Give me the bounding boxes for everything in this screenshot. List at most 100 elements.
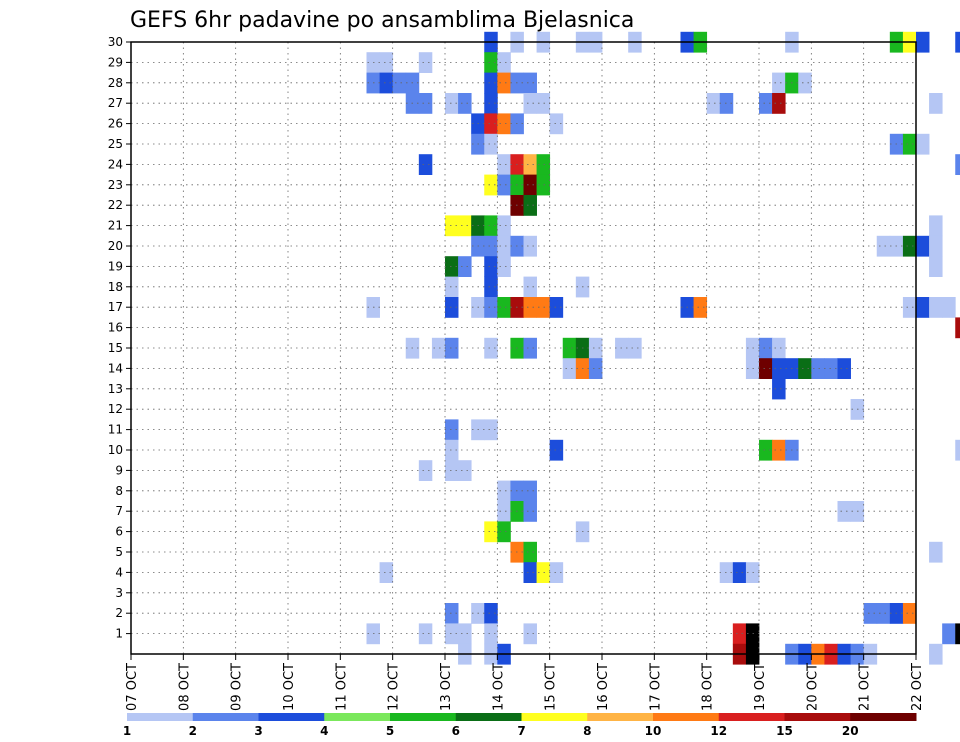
precip-cell [759,439,773,461]
y-tick-label: 13 [108,382,123,396]
y-tick-label: 24 [108,157,123,171]
precip-cell [497,521,511,543]
x-tick-label: 15 OCT [544,663,559,711]
precip-cell [955,154,960,175]
colorbar-swatch [192,713,259,721]
y-tick-label: 22 [108,198,123,212]
x-tick-label: 18 OCT [701,663,716,711]
precip-cell [811,358,825,379]
precip-cell [902,133,917,155]
precip-cell [484,623,498,645]
precip-cell [379,562,394,583]
precip-cell [916,235,930,257]
precip-cell [484,419,498,441]
precip-cell [772,358,786,379]
precip-cell [536,297,551,318]
x-tick-label: 14 OCT [491,663,506,711]
precip-cell [562,358,577,379]
precip-cell [458,623,472,645]
precip-cell [588,337,603,359]
precip-cell [523,541,537,563]
x-tick-label: 20 OCT [805,663,820,711]
y-tick-label: 28 [108,76,123,90]
x-tick-label: 16 OCT [596,663,611,711]
y-tick-label: 26 [108,117,123,131]
precip-cell [837,501,851,522]
y-tick-label: 5 [115,545,123,559]
precip-cell [955,439,960,461]
precip-cell [549,562,564,583]
y-tick-label: 4 [115,565,123,579]
precip-cell [418,93,433,114]
precip-cell [497,174,511,196]
colorbar-label: 8 [583,724,591,738]
precip-cell [759,337,773,359]
precip-cell [445,419,459,441]
precip-cell [916,31,930,53]
colorbar-label: 2 [189,724,197,738]
precip-cell [484,337,498,359]
precip-cell [445,439,459,461]
chart-title: GEFS 6hr padavine po ansamblima Bjelasni… [130,8,634,33]
precip-cell [628,337,642,359]
colorbar-label: 7 [517,724,525,738]
precip-cell [902,603,917,624]
precip-cell [497,72,511,94]
colorbar-label: 15 [776,724,793,738]
y-tick-label: 15 [108,341,123,355]
precip-cell [902,235,917,257]
precip-cell [484,297,498,318]
precip-cell [445,215,459,237]
precip-cell [798,72,812,94]
y-tick-label: 6 [115,525,123,539]
y-tick-label: 11 [108,423,123,437]
colorbar-label: 3 [254,724,262,738]
precip-cell [902,297,917,318]
precip-cell [445,623,459,645]
precip-cell [523,337,537,359]
precip-cell [458,460,472,481]
x-tick-label: 12 OCT [387,663,402,711]
colorbar-label: 12 [710,724,727,738]
precip-cell [497,235,511,257]
x-tick-label: 07 OCT [125,663,140,711]
x-tick-label: 21 OCT [858,663,873,711]
precip-cell [418,52,433,73]
colorbar-swatch [324,713,391,721]
precip-cell [549,439,564,461]
precip-cell [732,562,747,583]
precip-cell [929,215,943,237]
y-tick-label: 9 [115,463,123,477]
precip-cell [445,256,459,277]
y-tick-label: 27 [108,96,123,110]
precip-cell [929,256,943,277]
precip-cell [418,623,433,645]
precip-cell [562,337,577,359]
precip-cell [497,113,511,135]
y-tick-label: 10 [108,443,123,457]
precip-cell [942,297,956,318]
precip-cell [916,133,930,155]
precip-cell [523,297,537,318]
precip-cell [484,93,498,114]
precip-cell [523,235,537,257]
y-tick-label: 21 [108,219,123,233]
colorbar-swatch [850,713,917,721]
precip-cell [497,215,511,237]
y-tick-label: 8 [115,484,123,498]
precip-cell [445,276,459,298]
precip-cell [379,52,394,73]
y-tick-label: 23 [108,178,123,192]
precip-cell [772,72,786,94]
y-tick-label: 7 [115,504,123,518]
x-tick-label: 17 OCT [648,663,663,711]
colorbar-swatch [127,713,194,721]
colorbar-label: 1 [123,724,131,738]
precip-cell [484,603,498,624]
y-tick-label: 25 [108,137,123,151]
x-tick-label: 11 OCT [334,663,349,711]
precip-cell [772,439,786,461]
precip-cell [837,358,851,379]
precip-cell [955,317,960,339]
y-tick-label: 17 [108,300,123,314]
